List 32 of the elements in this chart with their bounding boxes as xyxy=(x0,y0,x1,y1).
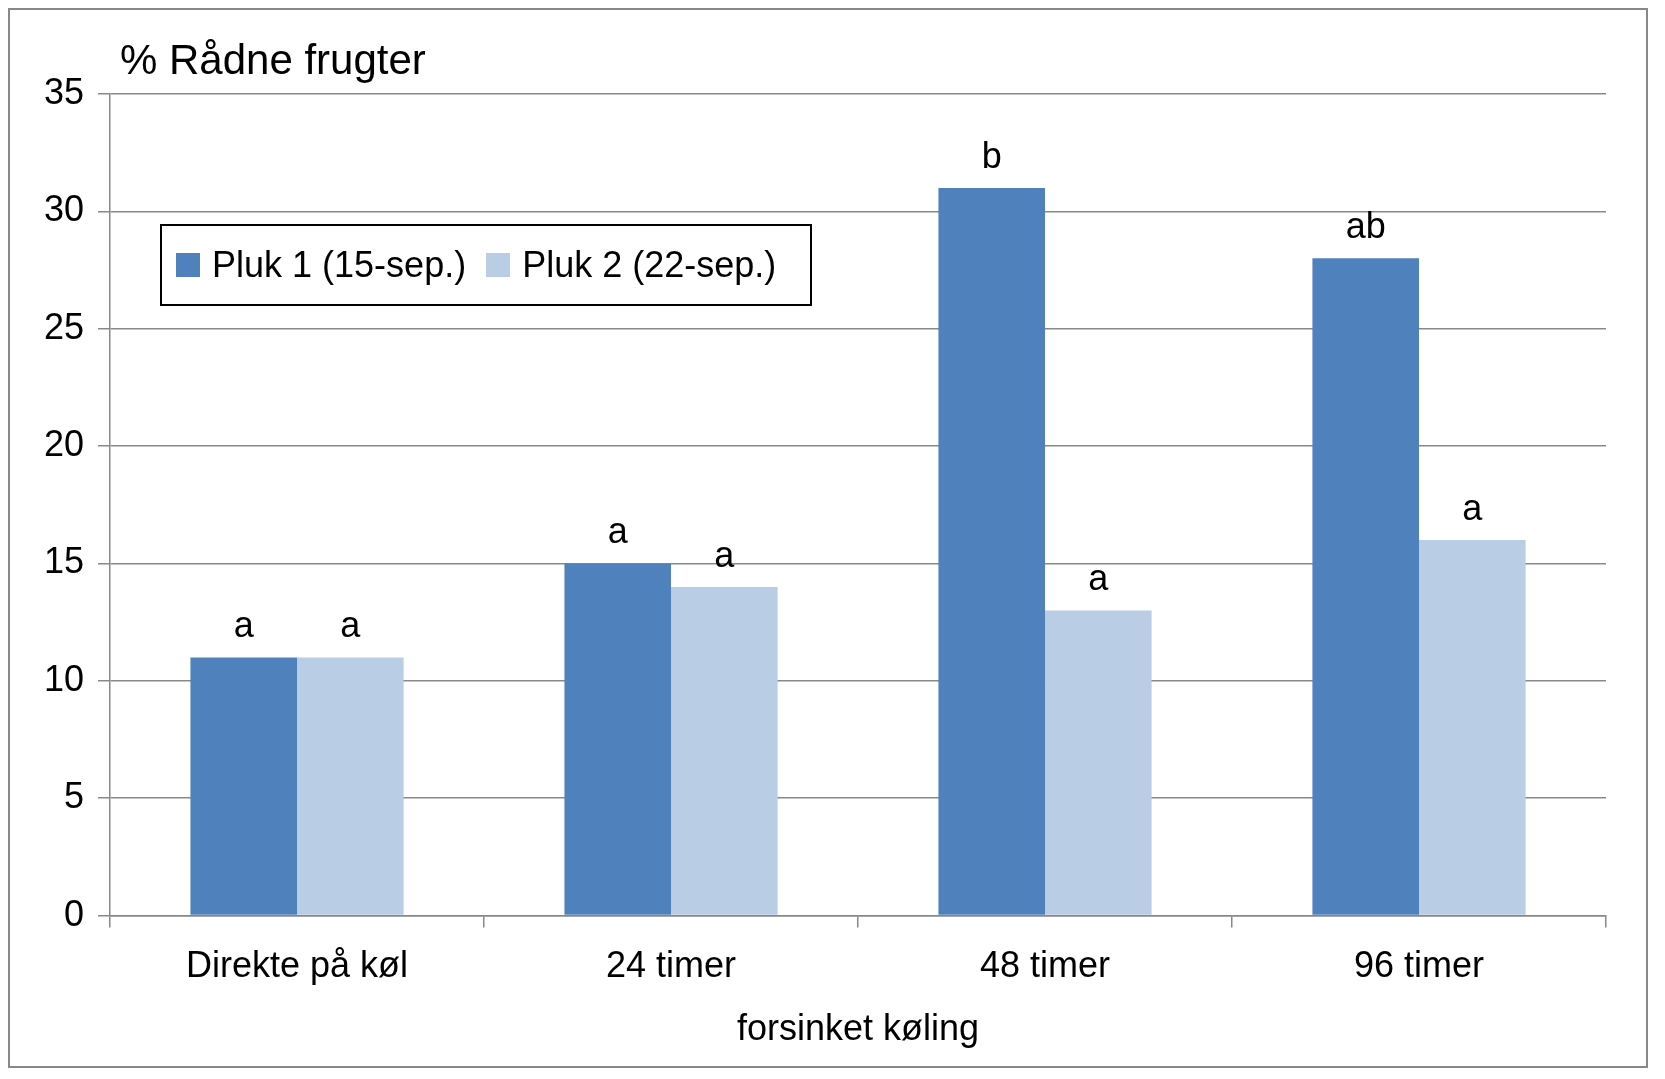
data-label: a xyxy=(1462,486,1484,528)
bar xyxy=(297,657,404,915)
bar xyxy=(938,187,1046,915)
legend-label: Pluk 1 (15-sep.) xyxy=(212,244,467,286)
data-label: a xyxy=(1088,557,1110,599)
chart-title: % Rådne frugter xyxy=(120,36,426,84)
y-tick-label: 5 xyxy=(64,775,85,817)
x-tick-label: Direkte på køl xyxy=(186,944,409,986)
y-tick-label: 25 xyxy=(44,305,85,347)
bar xyxy=(1312,258,1420,915)
bar xyxy=(190,657,298,915)
y-tick-label: 10 xyxy=(44,657,85,699)
y-tick-label: 0 xyxy=(64,892,85,934)
bar xyxy=(564,563,672,915)
data-label: a xyxy=(714,533,736,575)
data-label: a xyxy=(607,510,629,552)
data-label: ab xyxy=(1345,205,1386,247)
data-label: a xyxy=(233,604,255,646)
x-tick-label: 24 timer xyxy=(606,944,737,986)
bar xyxy=(671,586,778,915)
bar xyxy=(1045,610,1152,915)
bar xyxy=(1419,540,1526,915)
x-axis-title: forsinket køling xyxy=(736,1007,980,1049)
legend-label: Pluk 2 (22-sep.) xyxy=(522,244,777,286)
y-tick-label: 15 xyxy=(44,540,85,582)
x-tick-label: 96 timer xyxy=(1353,944,1485,986)
data-label: a xyxy=(340,604,362,646)
y-tick-label: 35 xyxy=(44,70,85,112)
x-tick-label: 48 timer xyxy=(979,944,1111,986)
y-tick-label: 20 xyxy=(44,423,85,465)
data-label: b xyxy=(981,134,1002,176)
y-tick-label: 30 xyxy=(44,188,85,230)
